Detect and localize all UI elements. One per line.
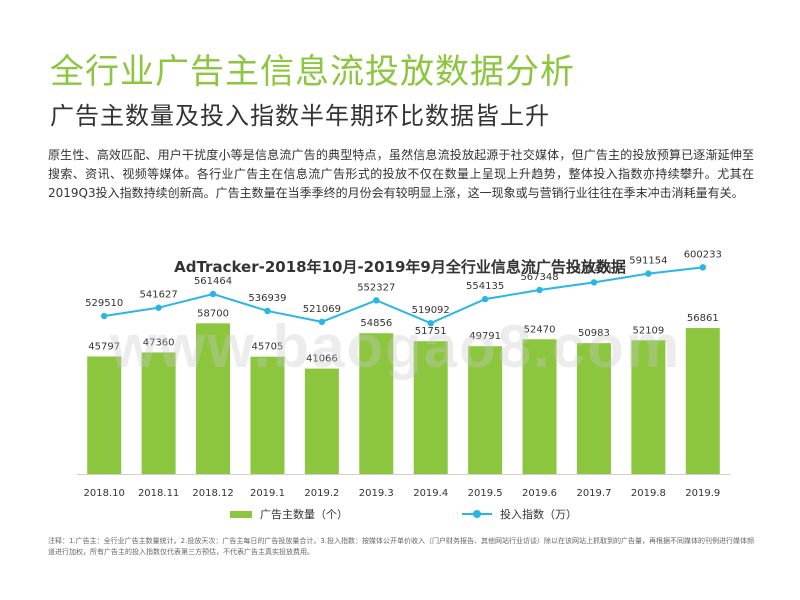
line-value-label: 552327 — [357, 282, 395, 293]
line-point — [209, 290, 217, 298]
legend-line-label: 投入指数（万） — [500, 508, 577, 521]
x-tick-label: 2018.11 — [138, 488, 179, 499]
x-tick-label: 2019.8 — [631, 488, 666, 499]
line-value-label: 521069 — [303, 304, 341, 315]
bar — [576, 343, 611, 474]
x-tick-label: 2019.7 — [576, 488, 611, 499]
line-point — [590, 279, 598, 286]
bar-value-label: 50983 — [578, 328, 610, 339]
bar-value-label: 45797 — [88, 341, 120, 352]
description-paragraph: 原生性、高效匹配、用户干扰度小等是信息流广告的典型特点，虽然信息流投放起源于社交… — [48, 148, 754, 200]
bar — [468, 346, 503, 474]
bar-value-label: 51751 — [415, 326, 447, 337]
bar-value-label: 49791 — [469, 331, 501, 342]
line-value-label: 591154 — [629, 256, 667, 267]
bar-value-label: 52470 — [524, 324, 556, 335]
x-tick-label: 2019.5 — [468, 488, 503, 499]
x-tick-label: 2019.9 — [685, 488, 720, 499]
x-tick-label: 2019.3 — [359, 488, 394, 499]
x-tick-label: 2019.2 — [304, 488, 339, 499]
page-subtitle: 广告主数量及投入指数半年期环比数据皆上升 — [50, 102, 550, 130]
line-point — [101, 312, 108, 320]
line-value-label: 554135 — [466, 281, 504, 292]
legend-line-swatch — [462, 509, 492, 519]
line-point — [699, 264, 706, 271]
line-point — [481, 295, 489, 303]
line-value-label: 541627 — [140, 290, 178, 301]
chart-title: AdTracker-2018年10月-2019年9月全行业信息流广告投放数据 — [174, 258, 626, 276]
bar — [250, 356, 285, 474]
bar — [359, 333, 394, 474]
x-tick-label: 2019.1 — [250, 488, 285, 499]
bar-value-label: 54856 — [360, 318, 392, 329]
line-series — [104, 266, 703, 325]
footnote: 注释：1.广告主：全行业广告主数量统计。2.投放天次：广告主每日的广告投放量合计… — [48, 537, 755, 556]
x-tick-label: 2019.6 — [522, 488, 557, 499]
x-tick-label: 2019.4 — [413, 488, 448, 499]
line-point — [155, 304, 162, 311]
bar-value-label: 41066 — [306, 354, 338, 365]
bar-value-label: 45705 — [252, 342, 284, 353]
bar-value-label: 47360 — [143, 337, 175, 348]
legend-bar-swatch — [230, 510, 252, 518]
bar-value-label: 58700 — [197, 308, 229, 319]
line-value-label: 536939 — [248, 293, 286, 304]
bar-value-label: 56861 — [687, 313, 719, 324]
line-point — [645, 270, 652, 277]
bar — [522, 339, 557, 474]
bar — [87, 356, 122, 474]
bar — [141, 352, 176, 474]
bar — [196, 323, 231, 474]
x-tick-label: 2018.10 — [84, 488, 125, 499]
bar — [413, 341, 448, 474]
line-value-label: 600233 — [684, 249, 722, 260]
line-point — [373, 297, 380, 304]
line-value-label: 578401 — [575, 264, 613, 275]
line-point — [427, 320, 434, 327]
legend-bar-label: 广告主数量（个） — [260, 508, 348, 521]
legend-bar-series: 广告主数量（个） — [230, 506, 348, 522]
line-point — [318, 318, 326, 326]
line-value-label: 567348 — [520, 272, 558, 283]
bar — [685, 328, 720, 474]
line-point — [536, 286, 543, 294]
bar — [631, 340, 666, 474]
page-title: 全行业广告主信息流投放数据分析 — [50, 52, 575, 92]
line-value-label: 529510 — [85, 298, 123, 309]
line-point — [264, 307, 271, 315]
line-value-label: 561464 — [194, 276, 232, 287]
line-value-label: 519092 — [412, 305, 450, 316]
legend-line-series: 投入指数（万） — [462, 506, 577, 522]
bar-value-label: 52109 — [632, 325, 664, 336]
x-tick-label: 2018.12 — [192, 488, 233, 499]
bar — [304, 368, 339, 474]
